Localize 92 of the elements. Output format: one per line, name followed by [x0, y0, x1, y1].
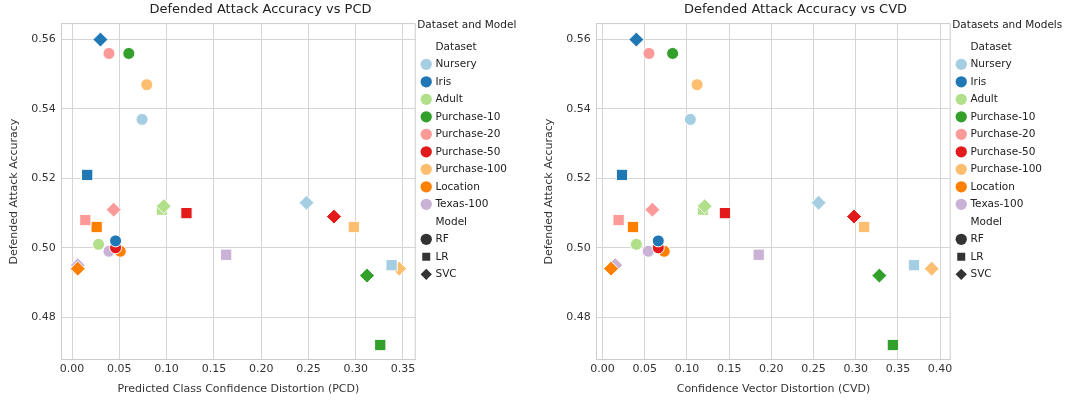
legend-label: Location	[435, 179, 480, 192]
legend-label: SVC	[435, 267, 457, 280]
legend-label: Location	[970, 179, 1015, 192]
point	[666, 46, 680, 60]
y-tick-label: 0.54	[31, 101, 56, 115]
point	[92, 237, 106, 251]
legend-label: Texas-100	[434, 197, 489, 210]
point	[683, 112, 697, 126]
x-tick-label: 0.35	[390, 362, 416, 376]
text: Model	[970, 214, 1003, 227]
legend-label: Texas-100	[969, 197, 1024, 210]
x-tick-label: 0.40	[927, 362, 953, 376]
legend-label: Purchase-100	[970, 162, 1042, 175]
legend-title: Datasets and Models	[952, 17, 1063, 30]
y-tick-label: 0.52	[31, 171, 56, 185]
point	[220, 248, 233, 261]
legend-label: Adult	[435, 92, 463, 105]
point	[385, 259, 398, 272]
x-tick-label: 0.05	[632, 362, 658, 376]
legend-label: Nursery	[435, 57, 477, 70]
point	[79, 213, 92, 227]
legend-label: Adult	[970, 92, 998, 105]
y-tick-label: 0.54	[566, 101, 591, 115]
legend-label: Purchase-10	[970, 109, 1036, 122]
point	[752, 248, 765, 261]
point	[109, 234, 123, 248]
point	[347, 220, 360, 234]
x-tick-label: 0.30	[343, 362, 368, 376]
text: Dataset	[435, 39, 477, 52]
x-tick-label: 0.05	[107, 362, 132, 376]
x-tick-label: 0.20	[759, 362, 784, 376]
point	[140, 78, 154, 92]
text: Model	[435, 214, 468, 227]
x-tick-label: 0.15	[201, 362, 227, 376]
y-tick-label: 0.50	[31, 240, 56, 254]
legend-label: RF	[435, 232, 449, 245]
y-tick-label: 0.56	[31, 32, 56, 46]
y-axis-title: Defended Attack Accuracy	[7, 118, 21, 265]
chart-title: Defended Attack Accuracy vs PCD	[149, 1, 372, 17]
legend-label: Purchase-10	[435, 109, 501, 122]
text: Dataset	[970, 39, 1012, 52]
legend-label: LR	[970, 249, 984, 262]
point	[626, 220, 640, 234]
legend-label: Purchase-20	[435, 127, 501, 140]
legend-label: Nursery	[970, 57, 1012, 70]
point	[886, 338, 900, 352]
legend-label: Purchase-20	[970, 127, 1036, 140]
x-axis-title: Predicted Class Confidence Distortion (PCD)	[117, 382, 360, 396]
y-axis-title: Defended Attack Accuracy	[542, 118, 556, 265]
x-tick-label: 0.15	[716, 362, 742, 376]
point	[718, 206, 732, 220]
x-tick-label: 0.30	[843, 362, 868, 376]
x-tick-label: 0.00	[59, 362, 85, 376]
x-tick-label: 0.20	[248, 362, 274, 376]
legend-label: Purchase-50	[970, 144, 1036, 157]
point	[180, 206, 193, 220]
chart-title: Defended Attack Accuracy vs CVD	[683, 1, 908, 17]
x-tick-label: 0.35	[885, 362, 911, 376]
y-tick-label: 0.52	[566, 171, 591, 185]
point	[374, 338, 387, 352]
point	[135, 112, 149, 126]
y-tick-label: 0.56	[566, 32, 591, 46]
point	[907, 259, 921, 272]
point	[612, 213, 625, 227]
x-tick-label: 0.00	[590, 362, 615, 376]
point	[81, 168, 94, 182]
point	[102, 46, 116, 60]
legend-label: Iris	[970, 74, 987, 87]
x-tick-label: 0.25	[296, 362, 321, 376]
legend-label: Purchase-100	[435, 162, 507, 175]
point	[642, 46, 656, 60]
legend-label: RF	[970, 232, 984, 245]
point	[629, 237, 643, 251]
y-tick-label: 0.48	[566, 310, 591, 324]
point	[690, 78, 704, 92]
x-tick-label: 0.25	[801, 362, 826, 376]
legend-label: LR	[435, 249, 449, 262]
point	[651, 234, 665, 248]
x-axis-title: Confidence Vector Distortion (CVD)	[676, 382, 871, 396]
legend-label: Purchase-50	[435, 144, 501, 157]
x-tick-label: 0.10	[674, 362, 700, 376]
legend-title: Dataset and Model	[417, 17, 517, 30]
y-tick-label: 0.50	[566, 240, 591, 254]
point	[90, 220, 103, 234]
point	[615, 168, 629, 182]
x-tick-label: 0.10	[154, 362, 179, 376]
point	[858, 220, 871, 234]
point	[122, 46, 136, 60]
legend-label: SVC	[970, 267, 992, 280]
legend-label: Iris	[435, 74, 452, 87]
y-tick-label: 0.48	[31, 310, 56, 324]
point	[641, 244, 655, 258]
